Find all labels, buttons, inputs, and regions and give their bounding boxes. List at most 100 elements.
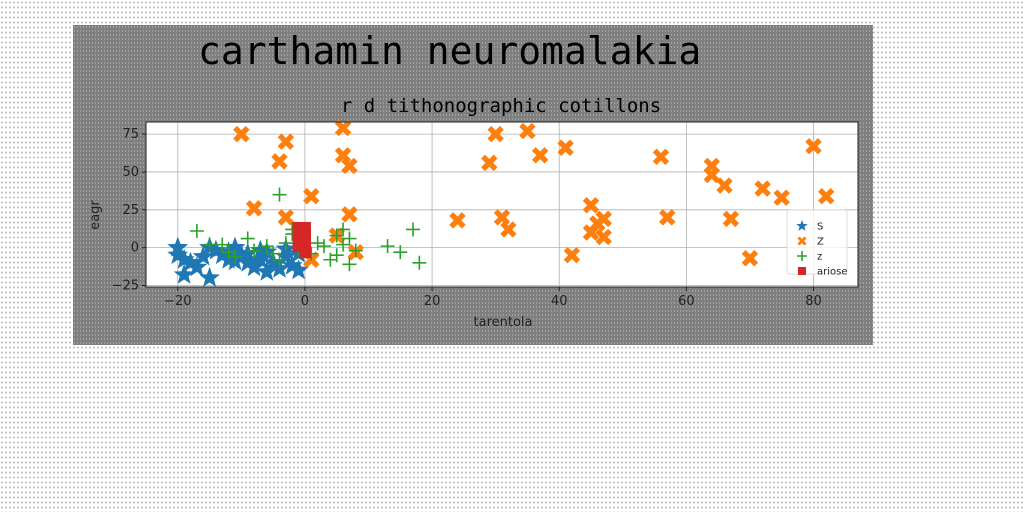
data-point-s [199, 266, 220, 287]
x-tick-label: −20 [164, 294, 191, 309]
data-point-s [288, 259, 309, 280]
data-point-z [393, 245, 408, 260]
data-point-z [481, 154, 498, 172]
data-point-z [582, 197, 600, 214]
y-tick-label: −25 [112, 278, 139, 293]
data-point-z [189, 223, 204, 238]
data-point-s [281, 254, 303, 275]
data-point-z [500, 221, 517, 238]
data-point-z [240, 231, 255, 246]
data-point-z [754, 180, 771, 197]
data-point-z [329, 228, 344, 243]
legend-label-s: S [817, 222, 823, 233]
legend-label-z: z [817, 252, 822, 263]
data-point-s [250, 248, 271, 269]
data-point-z [245, 200, 263, 217]
data-point-s [262, 251, 284, 272]
x-tick-label: 40 [551, 294, 568, 309]
x-tick-label: 20 [424, 294, 441, 309]
data-point-z [380, 239, 395, 254]
data-point-s [256, 260, 278, 281]
series-ariose [292, 221, 311, 259]
data-point-z [557, 139, 574, 156]
figure-suptitle: carthamin neuromalakia [198, 29, 702, 73]
data-point-s [192, 245, 214, 266]
data-point-z [722, 210, 740, 228]
data-point-z [773, 189, 790, 206]
data-point-s [250, 239, 271, 260]
data-point-z [818, 187, 835, 205]
data-point-z [703, 166, 720, 184]
data-point-z [233, 125, 250, 143]
y-tick-label: 75 [122, 127, 139, 142]
data-point-z [277, 209, 295, 226]
x-axis-label: tarentola [474, 315, 533, 330]
legend-label-ariose: ariose [817, 267, 848, 278]
data-point-s [269, 257, 290, 278]
data-point-s [275, 245, 297, 266]
data-point-z [278, 236, 293, 251]
data-point-z [317, 239, 331, 254]
x-tick-label: 0 [301, 294, 309, 309]
data-point-s [180, 251, 201, 272]
data-point-z [336, 237, 351, 252]
data-point-z [412, 255, 427, 270]
data-point-z [247, 243, 262, 258]
data-point-z [334, 147, 352, 164]
data-point-z [741, 250, 759, 267]
data-point-z [259, 239, 274, 254]
legend-marker-ariose [798, 267, 806, 275]
data-point-z [659, 209, 676, 226]
data-point-z [406, 222, 420, 237]
y-axis-label: eagr [88, 200, 103, 230]
chart-title: r d tithonographic cotillons [341, 95, 661, 117]
data-point-z [342, 231, 357, 246]
data-point-s [211, 244, 233, 265]
figure-panel: carthamin neuromalakia r d tithonographi… [73, 25, 873, 345]
data-point-z [277, 133, 295, 150]
data-point-z [228, 249, 242, 264]
data-point-z [215, 237, 230, 252]
data-point-z [652, 148, 670, 166]
data-point-z [310, 236, 325, 251]
data-point-s [173, 263, 195, 284]
data-point-z [329, 248, 344, 263]
data-point-z [348, 243, 363, 258]
data-point-s [205, 239, 227, 260]
data-point-s [167, 244, 189, 265]
data-point-ariose [295, 224, 308, 237]
data-point-z [271, 153, 288, 170]
data-point-z [272, 187, 287, 202]
y-tick-label: 0 [131, 241, 139, 256]
legend-label-z: Z [817, 237, 824, 248]
plot-frame [145, 121, 859, 288]
data-point-z [341, 206, 358, 223]
data-point-z [336, 222, 351, 237]
data-point-z [342, 257, 357, 272]
data-point-s [173, 248, 195, 269]
data-point-s [237, 251, 259, 272]
legend-marker-s [796, 220, 808, 231]
data-point-z [334, 119, 352, 137]
data-point-z [266, 246, 281, 261]
y-tick-label: 50 [122, 165, 139, 180]
data-point-z [341, 157, 358, 175]
plot-area: −20 0 20 40 60 80 −25 0 25 50 75 [112, 119, 859, 309]
scatter-chart: r d tithonographic cotillons −20 0 20 40 60 8… [88, 95, 859, 330]
data-point-s [186, 256, 208, 277]
x-tick-label: 80 [805, 294, 822, 309]
data-point-s [167, 236, 189, 257]
data-point-s [243, 256, 265, 277]
data-point-z [716, 177, 733, 194]
data-point-z [202, 237, 217, 252]
legend-marker-z [797, 236, 807, 246]
data-point-z [595, 210, 612, 228]
data-point-z [272, 252, 287, 267]
data-point-s [224, 236, 246, 257]
y-tick-label: 25 [122, 203, 139, 218]
data-point-z [487, 125, 504, 143]
x-tick-label: 60 [678, 294, 695, 309]
data-point-z [805, 138, 822, 155]
data-point-z [531, 147, 549, 164]
data-point-ariose [298, 246, 311, 259]
